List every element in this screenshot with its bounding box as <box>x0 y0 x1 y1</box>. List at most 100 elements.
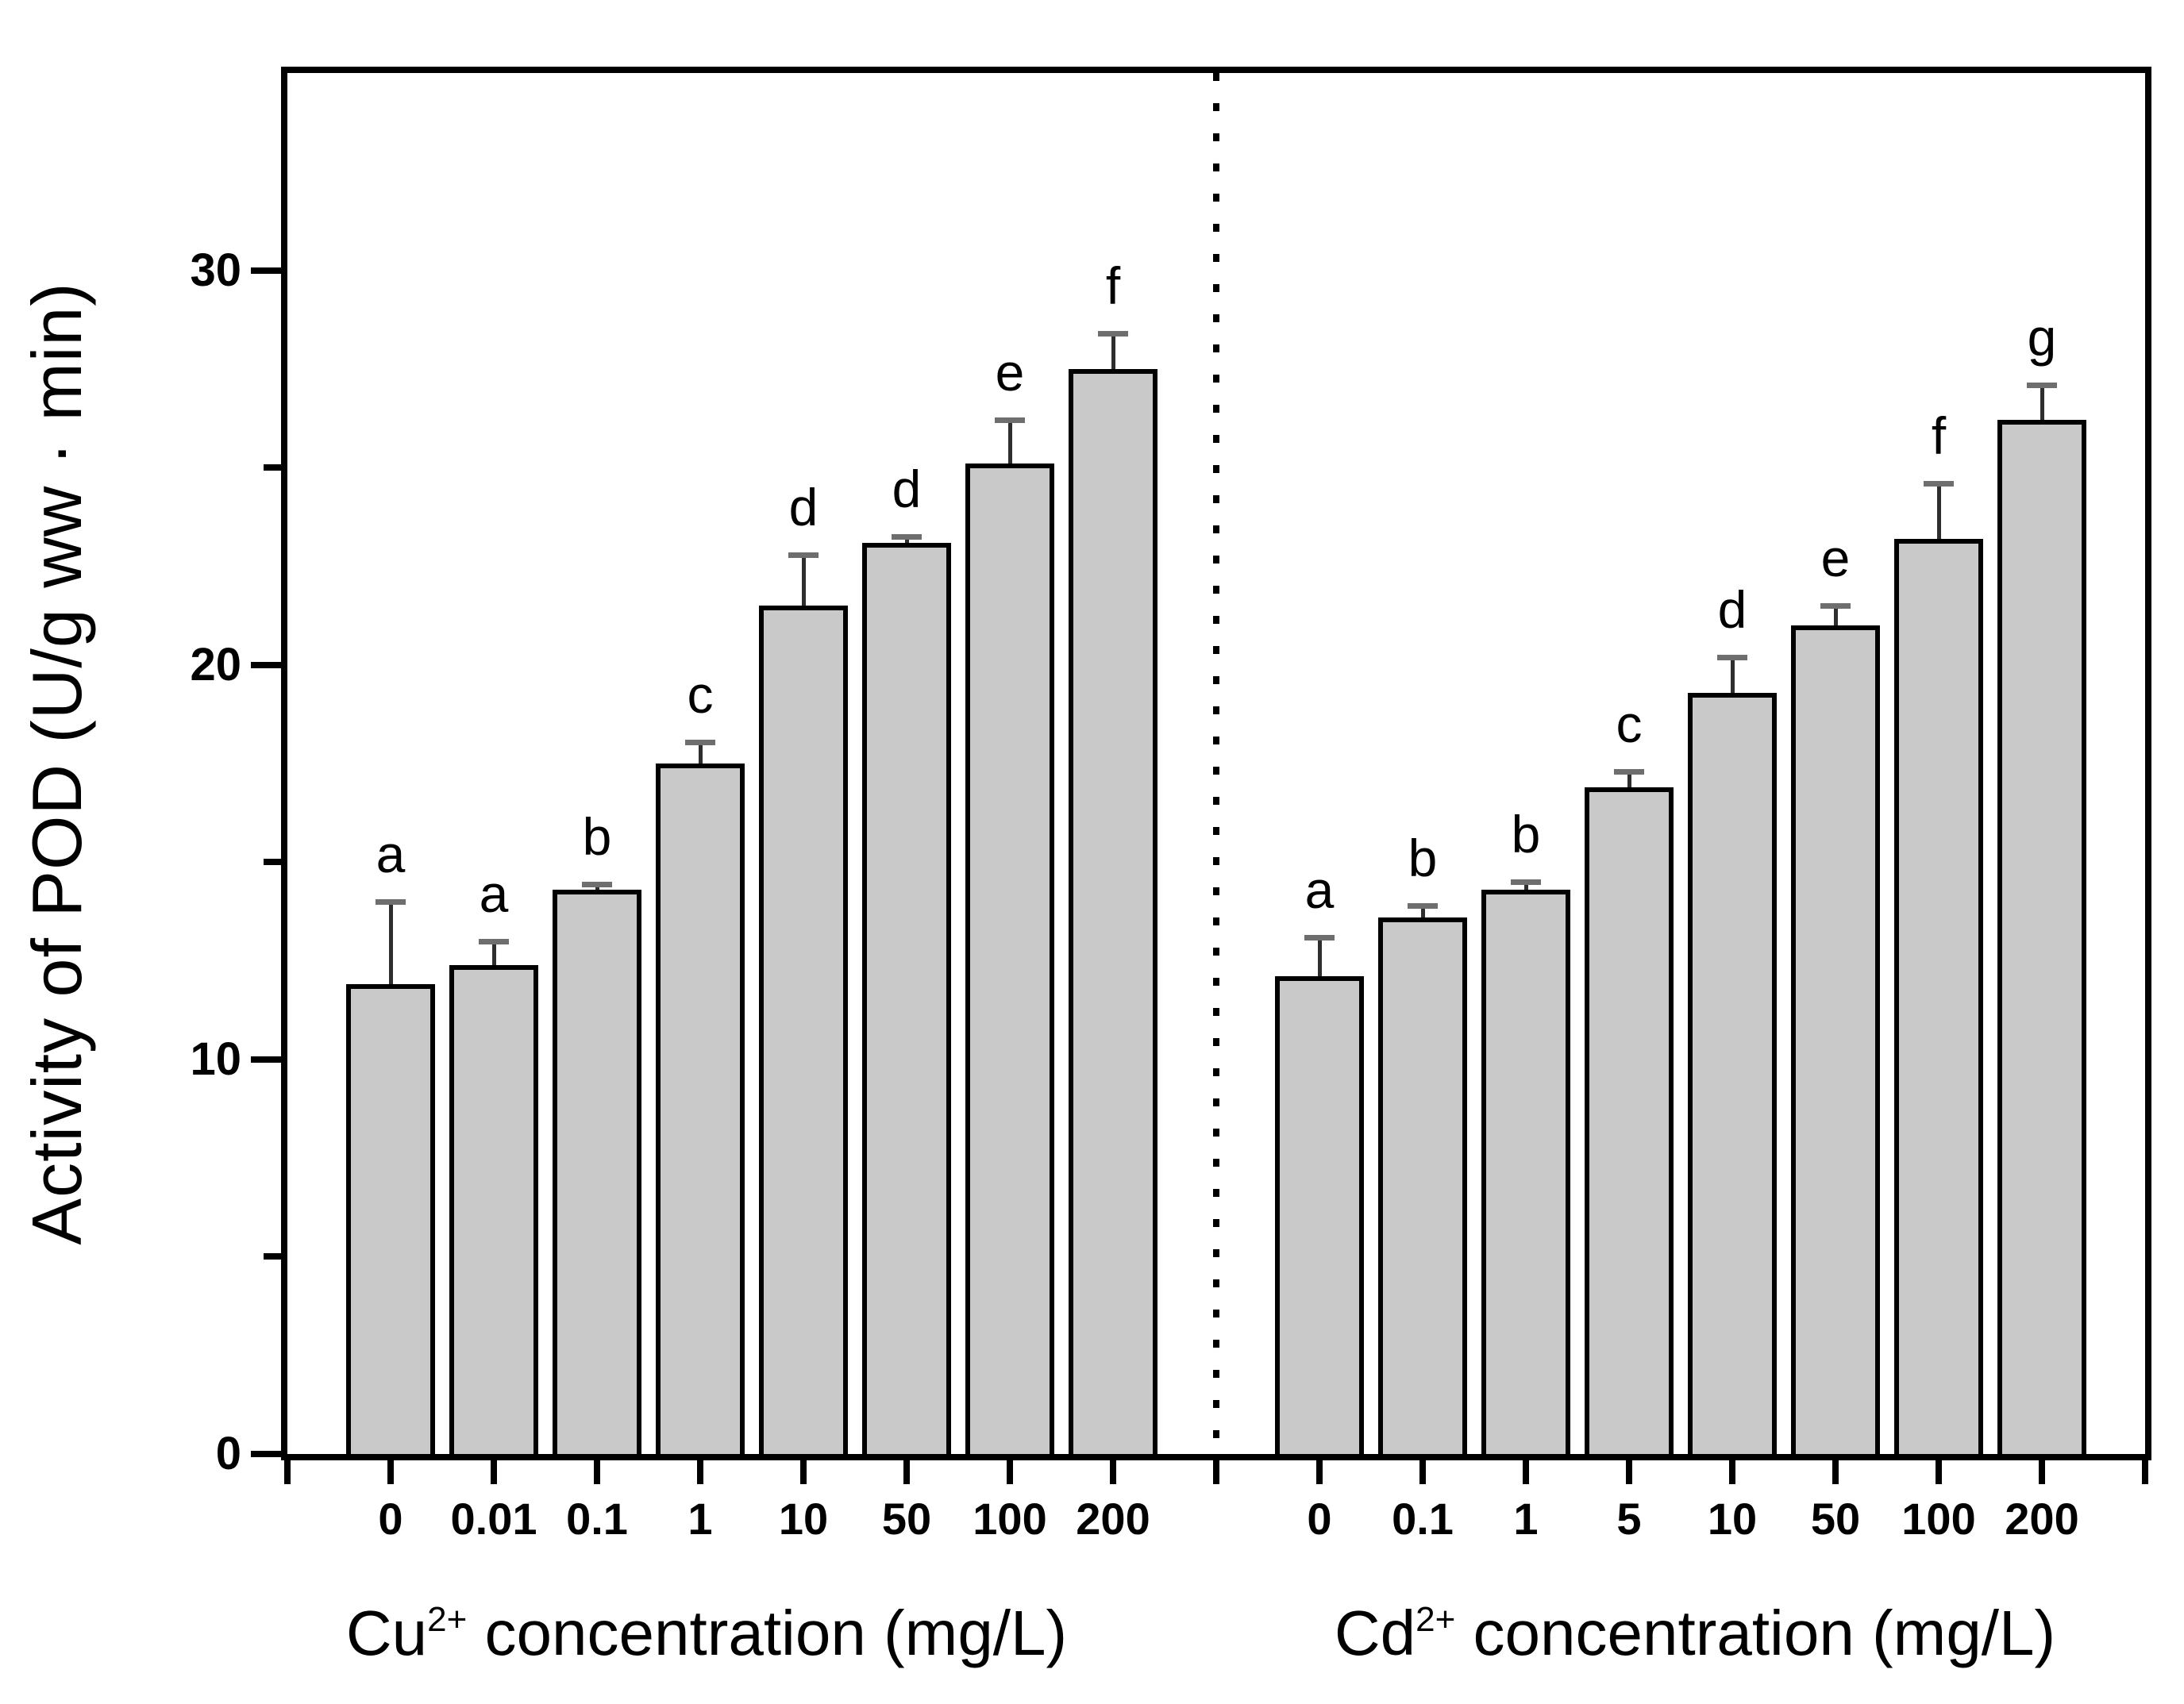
error-bar-cap <box>1098 331 1128 337</box>
error-bar-stem <box>1730 656 1735 693</box>
error-bar-cap <box>1614 768 1644 775</box>
x-axis-tick-label: 0 <box>1307 1494 1332 1544</box>
x-axis-title-cd: Cd2+ concentration (mg/L) <box>1335 1597 2055 1670</box>
significance-letter: d <box>1717 579 1747 639</box>
bar <box>1791 625 1880 1454</box>
x-axis-tick <box>1110 1460 1116 1484</box>
x-axis-title-cu: Cu2+ concentration (mg/L) <box>346 1597 1067 1670</box>
error-bar-cap <box>1408 902 1438 909</box>
error-bar-stem <box>801 554 806 606</box>
y-axis-tick-label: 0 <box>215 1428 241 1479</box>
x-axis-tick-label: 5 <box>1616 1494 1642 1544</box>
significance-letter: f <box>1931 406 1947 466</box>
error-bar-cap <box>376 899 406 905</box>
x-axis-title-cu-base: Cu <box>345 1598 428 1668</box>
x-axis-tick <box>2039 1460 2045 1484</box>
significance-letter: e <box>995 343 1025 402</box>
y-axis-major-tick <box>251 1056 281 1063</box>
x-axis-tick-label: 0.1 <box>1392 1494 1454 1544</box>
bar <box>759 606 848 1454</box>
error-bar-cap <box>582 881 612 887</box>
bar <box>656 764 745 1454</box>
x-axis-tick-label: 0 <box>378 1494 403 1544</box>
x-axis-tick <box>1936 1460 1942 1484</box>
x-axis-tick <box>1729 1460 1735 1484</box>
error-bar-stem <box>1007 420 1012 464</box>
y-axis-minor-tick <box>264 859 281 866</box>
significance-letter: b <box>1408 828 1438 887</box>
error-bar-cap <box>1511 879 1541 886</box>
x-axis-tick <box>387 1460 394 1484</box>
x-axis-tick <box>491 1460 497 1484</box>
y-axis-tick-label: 10 <box>190 1033 241 1085</box>
significance-letter: a <box>376 825 406 883</box>
x-axis-tick <box>800 1460 807 1484</box>
bar <box>553 890 641 1454</box>
error-bar-stem <box>491 940 496 965</box>
x-axis-tick-label: 200 <box>2005 1494 2079 1544</box>
x-axis-tick <box>1626 1460 1632 1484</box>
error-bar-stem <box>1420 905 1425 917</box>
x-axis-tick-label: 10 <box>1707 1494 1758 1544</box>
x-axis-tick-label: 1 <box>1513 1494 1539 1544</box>
x-axis-tick <box>1316 1460 1323 1484</box>
x-axis-title-cd-base: Cd <box>1334 1598 1416 1668</box>
y-axis-tick-label: 30 <box>190 244 241 296</box>
x-axis-tick <box>903 1460 910 1484</box>
group-divider-dotted-line <box>1213 73 1219 1454</box>
x-axis-title-cd-rest: concentration (mg/L) <box>1455 1598 2056 1668</box>
error-bar-cap <box>892 534 922 540</box>
x-axis-tick-label: 1 <box>688 1494 713 1544</box>
error-bar-cap <box>479 938 509 944</box>
x-axis-title-cu-rest: concentration (mg/L) <box>467 1598 1068 1668</box>
significance-letter: f <box>1105 256 1121 316</box>
significance-letter: b <box>1511 805 1541 864</box>
x-axis-tick-label: 10 <box>778 1494 829 1544</box>
error-bar-stem <box>698 741 703 764</box>
x-axis-boundary-tick <box>1213 1460 1219 1484</box>
bar <box>1585 787 1674 1454</box>
significance-letter: d <box>892 460 922 519</box>
y-axis-tick-label: 20 <box>190 638 241 690</box>
significance-letter: g <box>2027 307 2057 367</box>
significance-letter: b <box>582 806 612 866</box>
error-bar-stem <box>2040 384 2044 421</box>
error-bar-cap <box>1924 481 1954 487</box>
bar <box>1481 890 1570 1454</box>
y-axis-major-tick <box>251 1451 281 1457</box>
x-axis-title-cu-superscript: 2+ <box>427 1600 468 1640</box>
error-bar-stem <box>1627 771 1631 787</box>
significance-letter: c <box>1616 694 1643 753</box>
error-bar-cap <box>995 417 1025 424</box>
error-bar-stem <box>1111 333 1115 369</box>
error-bar-stem <box>388 902 393 985</box>
x-axis-title-cd-superscript: 2+ <box>1416 1600 1456 1640</box>
x-axis-tick-label: 100 <box>1901 1494 1976 1544</box>
bar <box>1275 976 1364 1454</box>
x-axis-tick-label: 0.01 <box>450 1494 537 1544</box>
x-axis-tick <box>1007 1460 1013 1484</box>
significance-letter: e <box>1820 529 1851 588</box>
significance-letter: c <box>687 664 714 724</box>
bar <box>965 464 1054 1454</box>
y-axis-title: Activity of POD (U/g ww · min) <box>17 282 96 1245</box>
significance-letter: d <box>788 477 819 537</box>
error-bar-cap <box>1717 654 1747 660</box>
x-axis-tick-label: 200 <box>1076 1494 1150 1544</box>
error-bar-stem <box>1523 882 1528 890</box>
bar <box>1688 692 1777 1454</box>
y-axis-minor-tick <box>264 1253 281 1260</box>
x-axis-tick <box>1832 1460 1839 1484</box>
y-axis-minor-tick <box>264 464 281 471</box>
x-axis-tick <box>1419 1460 1426 1484</box>
bar <box>862 542 951 1454</box>
x-axis-boundary-tick <box>284 1460 291 1484</box>
error-bar-cap <box>1304 934 1335 940</box>
bar <box>1997 420 2086 1454</box>
x-axis-tick-label: 100 <box>973 1494 1047 1544</box>
x-axis-tick <box>1523 1460 1529 1484</box>
bar <box>1894 538 1983 1454</box>
x-axis-tick-label: 50 <box>881 1494 932 1544</box>
y-axis-major-tick <box>251 661 281 668</box>
significance-letter: a <box>1304 860 1335 919</box>
